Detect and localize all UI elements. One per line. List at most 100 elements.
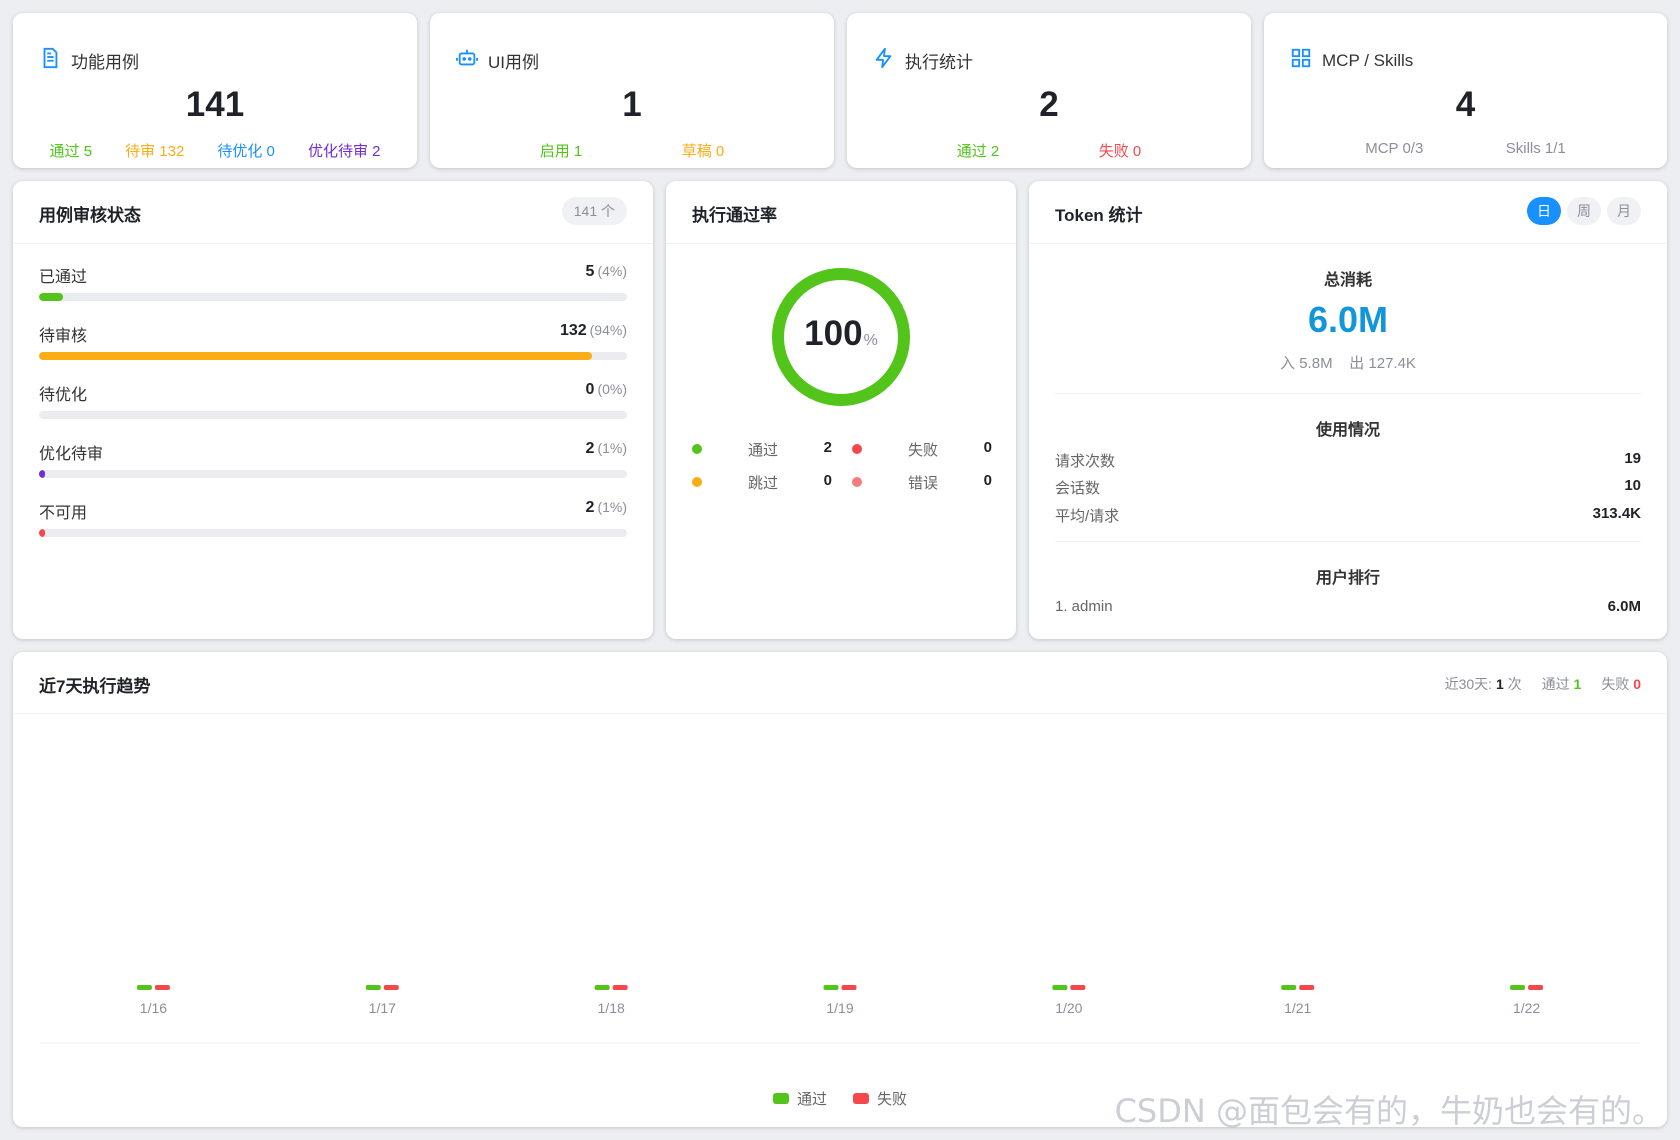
panel-title: 近7天执行趋势 [39, 677, 151, 696]
trend-legend: 通过 失败 [13, 1088, 1667, 1109]
review-count: 2 [585, 499, 595, 516]
legend-name: 跳过 [748, 475, 779, 492]
bar-pass-2[interactable] [594, 985, 610, 990]
stat-title: 功能用例 [71, 53, 139, 72]
review-percent: (1%) [597, 499, 627, 515]
bar-fail-1[interactable] [383, 985, 399, 990]
stat-card-execution[interactable]: 执行统计 2 通过 2 失败 0 [847, 13, 1251, 168]
progress-track [39, 411, 627, 419]
stat-card-mcp-skills[interactable]: MCP / Skills 4 MCP 0/3 Skills 1/1 [1264, 13, 1667, 168]
legend-dot [692, 477, 702, 487]
usage-key: 请求次数 [1055, 453, 1116, 470]
legend-value: 2 [823, 439, 832, 456]
ranking-value: 6.0M [1607, 598, 1641, 615]
panel-title: Token 统计 [1055, 206, 1143, 225]
usage-key: 平均/请求 [1055, 508, 1120, 525]
bar-fail-5[interactable] [1299, 985, 1315, 990]
stat-value: 141 [185, 85, 245, 124]
legend-item-pass[interactable]: 通过 [772, 1088, 827, 1109]
review-item: 不可用 2 (1%) [39, 499, 627, 558]
bar-pass-1[interactable] [365, 985, 381, 990]
period-week-button[interactable]: 周 [1567, 197, 1601, 225]
stat-title: MCP / Skills [1322, 50, 1414, 70]
legend-name: 失败 [908, 442, 939, 459]
bar-pass-3[interactable] [823, 985, 839, 990]
trend-30d: 近30天: 1 次 [1445, 674, 1522, 694]
usage-row: 会话数 10 [1055, 477, 1641, 499]
panel-title: 执行通过率 [692, 206, 777, 225]
stat-sub-skills: Skills 1/1 [1505, 140, 1566, 157]
progress-fill [39, 352, 592, 360]
ranking-user: 1. admin [1055, 598, 1113, 615]
period-switch: 日 周 月 [1527, 197, 1641, 225]
x-tick-label: 1/21 [1284, 1000, 1311, 1016]
period-day-button[interactable]: 日 [1527, 197, 1561, 225]
review-count: 5 [585, 263, 595, 280]
review-list: 已通过 5 (4%) 待审核 132 (94%) 待优化 0 (0%) 优化待审 2 (1%) 不可用 2… [39, 263, 627, 558]
legend-name: 通过 [748, 442, 779, 459]
stat-sub-optimize-review: 优化待审 2 [307, 143, 381, 160]
progress-fill [39, 293, 63, 301]
bar-pass-6[interactable] [1510, 985, 1526, 990]
review-value: 2 (1%) [586, 499, 627, 517]
review-count: 0 [585, 381, 595, 398]
trend-fail: 失败 0 [1601, 674, 1641, 694]
divider [1055, 541, 1641, 542]
trend-fail-label: 失败 [1601, 676, 1630, 692]
panel-header: 近7天执行趋势 近30天: 1 次 通过 1 失败 0 [13, 652, 1667, 714]
review-value: 5 (4%) [586, 263, 627, 281]
x-tick-label: 1/20 [1055, 1000, 1082, 1016]
pass-rate-donut: 100% [666, 265, 1016, 409]
bar-fail-4[interactable] [1070, 985, 1086, 990]
stat-title: 执行统计 [905, 53, 973, 72]
review-label: 不可用 [39, 505, 88, 522]
stat-sub-pending: 待审 132 [125, 143, 185, 160]
stat-sub-failed: 失败 0 [1098, 143, 1142, 160]
progress-track [39, 470, 627, 478]
bar-fail-0[interactable] [154, 985, 170, 990]
bar-fail-3[interactable] [841, 985, 857, 990]
panel-title: 用例审核状态 [39, 206, 141, 225]
ranking-row: 1. admin 6.0M [1055, 598, 1641, 620]
review-item: 已通过 5 (4%) [39, 263, 627, 322]
legend-swatch [853, 1093, 869, 1104]
in-out-values: 入 5.8M 出 127.4K [1280, 355, 1416, 372]
stat-card-ui[interactable]: UI用例 1 启用 1 草稿 0 [430, 13, 834, 168]
period-month-button[interactable]: 月 [1607, 197, 1641, 225]
bar-pass-5[interactable] [1281, 985, 1297, 990]
bar-pass-4[interactable] [1052, 985, 1068, 990]
stat-sub-passed: 通过 5 [49, 143, 93, 160]
pass-rate-unit: % [863, 332, 878, 349]
document-icon [39, 47, 61, 74]
legend-name: 错误 [908, 475, 939, 492]
bar-fail-2[interactable] [612, 985, 628, 990]
legend-dot [852, 477, 862, 487]
legend-dot [692, 444, 702, 454]
review-label: 待审核 [39, 328, 88, 345]
review-label: 已通过 [39, 269, 88, 286]
legend-item: 通过 2 [692, 439, 842, 459]
review-item: 待审核 132 (94%) [39, 322, 627, 381]
trend-summary: 近30天: 1 次 通过 1 失败 0 [1445, 674, 1641, 694]
count-badge: 141 个 [561, 197, 627, 225]
stat-card-functional[interactable]: 功能用例 141 通过 5 待审 132 待优化 0 优化待审 2 [13, 13, 417, 168]
x-tick-label: 1/17 [369, 1000, 396, 1016]
stat-value: 1 [622, 85, 642, 124]
review-value: 0 (0%) [586, 381, 627, 399]
usage-key: 会话数 [1055, 480, 1101, 497]
stat-title: UI用例 [488, 53, 539, 72]
donut-arc [772, 268, 910, 406]
review-percent: (94%) [589, 322, 627, 338]
bar-pass-0[interactable] [136, 985, 152, 990]
legend-item-fail[interactable]: 失败 [853, 1088, 907, 1109]
review-label: 优化待审 [39, 446, 104, 463]
usage-value: 10 [1624, 477, 1641, 494]
bar-fail-6[interactable] [1528, 985, 1544, 990]
legend-row: 跳过 0 错误 0 [692, 472, 992, 505]
panel-header: 执行通过率 [666, 181, 1016, 244]
legend-swatch [772, 1093, 789, 1104]
trend-chart: 1/16 1/17 1/18 1/19 1/20 1/21 1/22 [39, 985, 1641, 1044]
stat-sub-passed: 通过 2 [956, 143, 1000, 160]
progress-fill [39, 529, 45, 537]
review-count: 2 [585, 440, 595, 457]
